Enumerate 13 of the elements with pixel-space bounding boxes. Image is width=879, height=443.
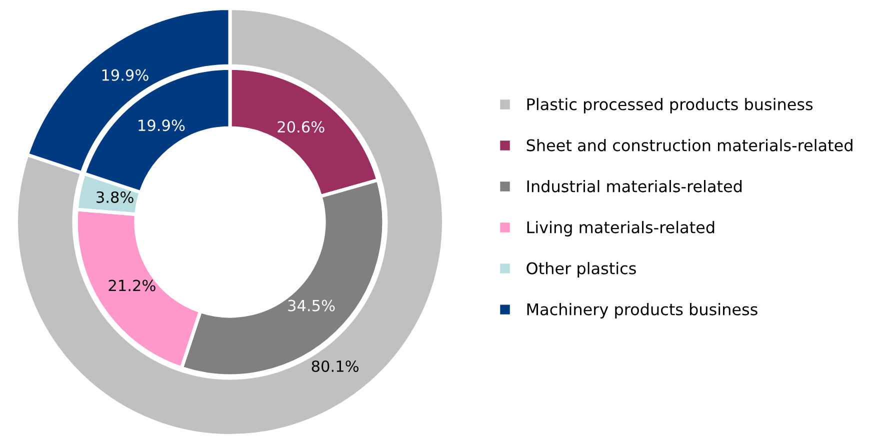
data-label: 20.6% — [278, 121, 324, 133]
data-label: 21.2% — [108, 280, 156, 292]
legend-label: Machinery products business — [527, 303, 758, 318]
legend-label: Sheet and construction materials-related — [526, 138, 852, 152]
data-label: 19.9% — [102, 69, 148, 81]
legend-label: Living materials-related — [527, 220, 714, 236]
data-label: 19.9% — [138, 120, 185, 132]
legend-label: Plastic processed products business — [527, 98, 813, 114]
data-label: 80.1% — [312, 360, 358, 372]
data-label: 3.8% — [96, 191, 134, 203]
data-label: 34.5% — [288, 300, 335, 312]
legend-label: Other plastics — [526, 262, 636, 278]
legend-label: Industrial materials-related — [527, 180, 742, 192]
